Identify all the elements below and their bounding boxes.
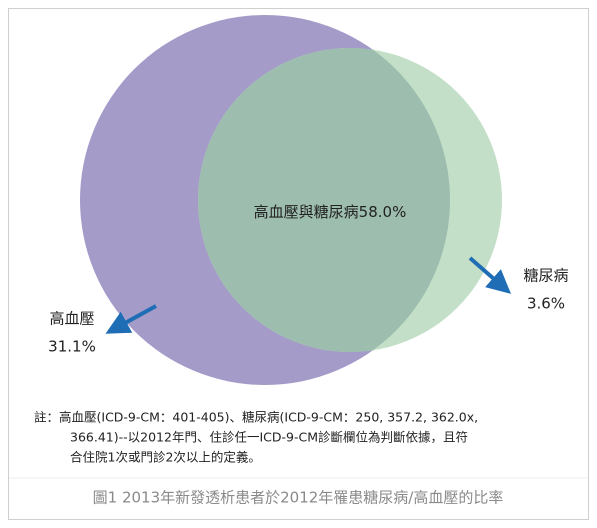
overlap-label: 高血壓與糖尿病58.0% — [254, 203, 407, 221]
hypertension-value: 31.1% — [48, 338, 96, 356]
note-line: 366.41)--以2012年門、住診任一ICD-9-CM診斷欄位為判斷依據，且… — [70, 430, 468, 445]
arrow — [468, 256, 512, 294]
note-line: 註：高血壓(ICD-9-CM：401-405)、糖尿病(ICD-9-CM：250… — [34, 410, 478, 425]
arrow — [105, 304, 157, 334]
diabetes-value: 3.6% — [527, 295, 565, 313]
diabetes-label: 糖尿病 — [523, 267, 568, 285]
hypertension-label: 高血壓 — [49, 310, 94, 328]
overlap-region — [198, 48, 450, 352]
caption: 圖1 2013年新發透析患者於2012年罹患糖尿病/高血壓的比率 — [93, 489, 504, 507]
note-line: 合住院1次或門診2次以上的定義。 — [70, 450, 261, 465]
